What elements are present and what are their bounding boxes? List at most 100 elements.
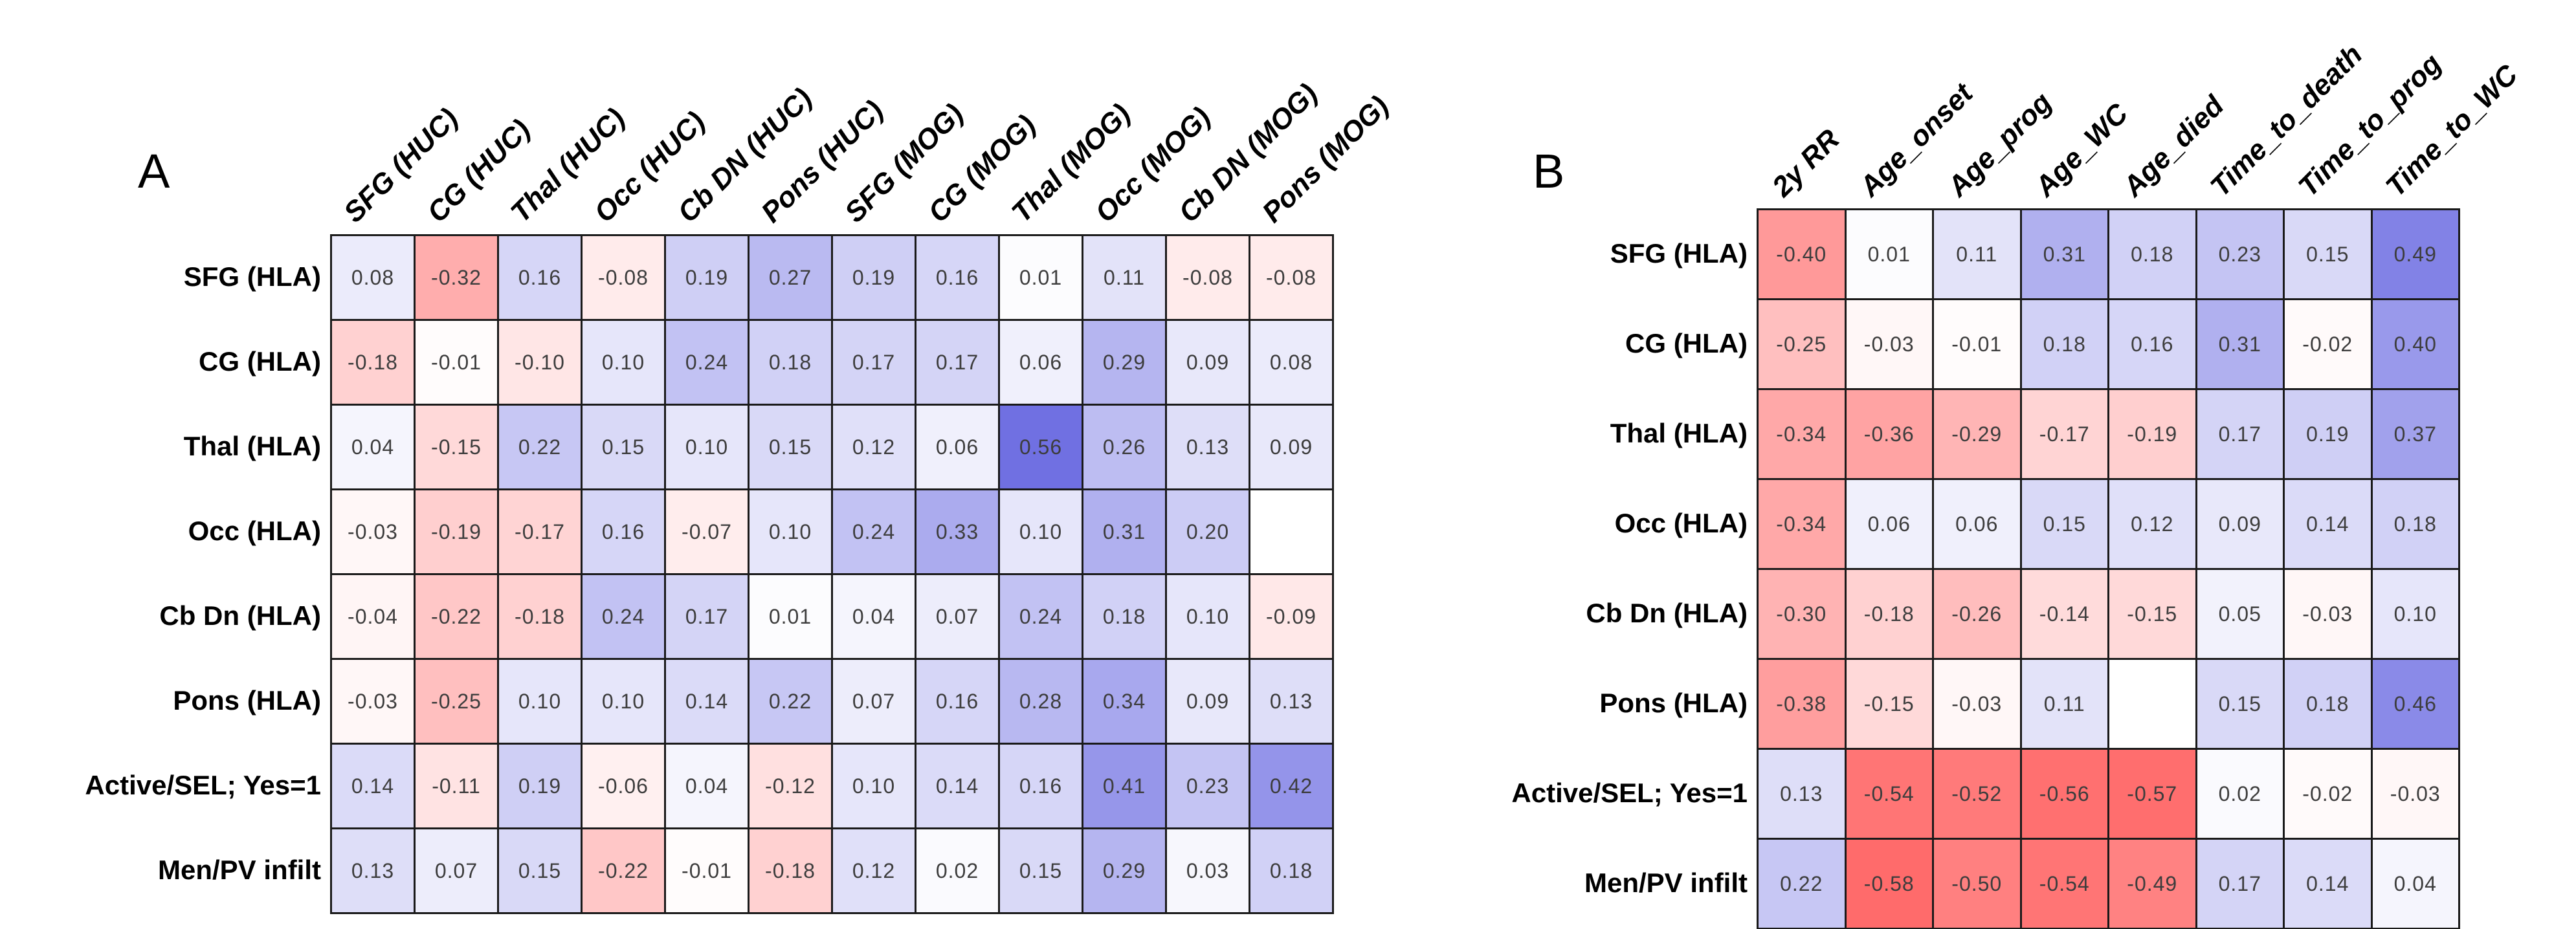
heatmap-cell: 0.10 <box>583 660 666 745</box>
heatmap-cell: 0.14 <box>332 745 416 829</box>
heatmap-cell: 0.12 <box>833 406 916 490</box>
heatmap-cell: -0.36 <box>1846 390 1934 480</box>
panel-a-letter: A <box>138 144 170 198</box>
row-label: Pons (HLA) <box>173 684 321 716</box>
heatmap-cell: 0.16 <box>916 236 1000 321</box>
heatmap-cell: 0.02 <box>2197 750 2285 840</box>
heatmap-cell: 0.07 <box>916 575 1000 660</box>
heatmap-cell: 0.56 <box>1000 406 1083 490</box>
heatmap-cell: -0.25 <box>416 660 499 745</box>
heatmap-cell: 0.10 <box>666 406 749 490</box>
heatmap-cell: -0.08 <box>1250 236 1334 321</box>
heatmap-cell: 0.09 <box>1167 321 1250 406</box>
heatmap-cell: 0.12 <box>2109 480 2197 570</box>
panel-b-letter: B <box>1533 144 1565 198</box>
heatmap-cell: 0.31 <box>1083 490 1167 575</box>
heatmap-cell: 0.18 <box>2021 300 2109 390</box>
heatmap-cell: 0.22 <box>749 660 833 745</box>
heatmap-cell: 0.13 <box>1250 660 1334 745</box>
heatmap-cell: 0.11 <box>2021 660 2109 750</box>
heatmap-cell: 0.06 <box>1846 480 1934 570</box>
heatmap-cell: -0.03 <box>2285 570 2373 660</box>
heatmap-cell: -0.19 <box>2109 390 2197 480</box>
heatmap-cell: 0.14 <box>916 745 1000 829</box>
heatmap-cell: 0.19 <box>833 236 916 321</box>
heatmap-cell: -0.01 <box>666 829 749 914</box>
heatmap-cell: 0.41 <box>1083 745 1167 829</box>
heatmap-cell: -0.26 <box>1934 570 2022 660</box>
heatmap-cell: 0.19 <box>666 236 749 321</box>
heatmap-cell: -0.52 <box>1934 750 2022 840</box>
heatmap-cell: 0.09 <box>2197 480 2285 570</box>
heatmap-cell: 0.01 <box>749 575 833 660</box>
heatmap-cell: 0.31 <box>2021 210 2109 300</box>
heatmap-cell: 0.17 <box>2197 390 2285 480</box>
heatmap-cell: 0.04 <box>2372 840 2460 929</box>
heatmap-cell: 0.14 <box>2285 840 2373 929</box>
heatmap-cell: 0.19 <box>2285 390 2373 480</box>
heatmap-cell: -0.03 <box>1846 300 1934 390</box>
heatmap-cell: 0.33 <box>916 490 1000 575</box>
heatmap-cell: -0.30 <box>1759 570 1847 660</box>
heatmap-cell: 0.18 <box>2285 660 2373 750</box>
heatmap-cell: 0.16 <box>916 660 1000 745</box>
heatmap-cell: -0.12 <box>749 745 833 829</box>
heatmap-cell: -0.49 <box>2109 840 2197 929</box>
heatmap-cell: 0.04 <box>332 406 416 490</box>
row-label: Occ (HLA) <box>188 515 321 546</box>
heatmap-cell: 0.16 <box>1000 745 1083 829</box>
row-label: CG (HLA) <box>199 345 321 377</box>
heatmap-cell: -0.18 <box>499 575 583 660</box>
heatmap-cell: 0.46 <box>2372 660 2460 750</box>
heatmap-cell: -0.54 <box>1846 750 1934 840</box>
heatmap-cell: 0.07 <box>833 660 916 745</box>
heatmap-cell: -0.15 <box>416 406 499 490</box>
heatmap-cell: -0.56 <box>2021 750 2109 840</box>
heatmap-cell: -0.01 <box>416 321 499 406</box>
heatmap-cell: -0.08 <box>1167 236 1250 321</box>
row-label: SFG (HLA) <box>1610 237 1748 268</box>
heatmap-cell: 0.18 <box>1083 575 1167 660</box>
row-label: Men/PV infilt <box>158 854 321 885</box>
panel-b-heatmap-grid: -0.40 0.01 0.11 0.31 0.18 0.23 0.15 0.49 -0.25 -0… <box>1757 208 2460 929</box>
heatmap-cell: 0.07 <box>416 829 499 914</box>
heatmap-cell: -0.04 <box>332 575 416 660</box>
heatmap-cell: 0.27 <box>749 236 833 321</box>
heatmap-cell: -0.02 <box>2285 300 2373 390</box>
heatmap-cell <box>2109 660 2197 750</box>
heatmap-cell: -0.54 <box>2021 840 2109 929</box>
heatmap-cell: -0.07 <box>666 490 749 575</box>
row-label: SFG (HLA) <box>183 261 321 292</box>
heatmap-cell: 0.29 <box>1083 321 1167 406</box>
heatmap-cell: 0.15 <box>749 406 833 490</box>
heatmap-cell: -0.03 <box>1934 660 2022 750</box>
panel-a-heatmap-grid: 0.08 -0.32 0.16 -0.08 0.19 0.27 0.19 0.16 0.01 0.… <box>330 234 1334 914</box>
heatmap-cell: 0.24 <box>583 575 666 660</box>
heatmap-cell: 0.15 <box>2197 660 2285 750</box>
heatmap-cell: 0.01 <box>1846 210 1934 300</box>
heatmap-cell: 0.10 <box>1167 575 1250 660</box>
heatmap-cell: 0.01 <box>1000 236 1083 321</box>
heatmap-cell: -0.03 <box>332 660 416 745</box>
heatmap-cell: 0.20 <box>1167 490 1250 575</box>
heatmap-cell: 0.03 <box>1167 829 1250 914</box>
heatmap-cell: 0.10 <box>499 660 583 745</box>
row-label: Thal (HLA) <box>183 430 321 461</box>
heatmap-cell: 0.23 <box>1167 745 1250 829</box>
row-label: Active/SEL; Yes=1 <box>85 769 321 800</box>
heatmap-cell: 0.02 <box>916 829 1000 914</box>
row-label: Cb Dn (HLA) <box>159 600 321 631</box>
heatmap-cell: 0.05 <box>2197 570 2285 660</box>
heatmap-cell: -0.19 <box>416 490 499 575</box>
heatmap-cell: -0.40 <box>1759 210 1847 300</box>
heatmap-cell: -0.15 <box>1846 660 1934 750</box>
heatmap-cell: 0.15 <box>499 829 583 914</box>
heatmap-cell: -0.09 <box>1250 575 1334 660</box>
heatmap-cell: 0.22 <box>1759 840 1847 929</box>
heatmap-cell: 0.06 <box>916 406 1000 490</box>
heatmap-cell: -0.03 <box>2372 750 2460 840</box>
heatmap-cell: 0.08 <box>1250 321 1334 406</box>
heatmap-cell: 0.17 <box>2197 840 2285 929</box>
heatmap-cell: -0.22 <box>416 575 499 660</box>
